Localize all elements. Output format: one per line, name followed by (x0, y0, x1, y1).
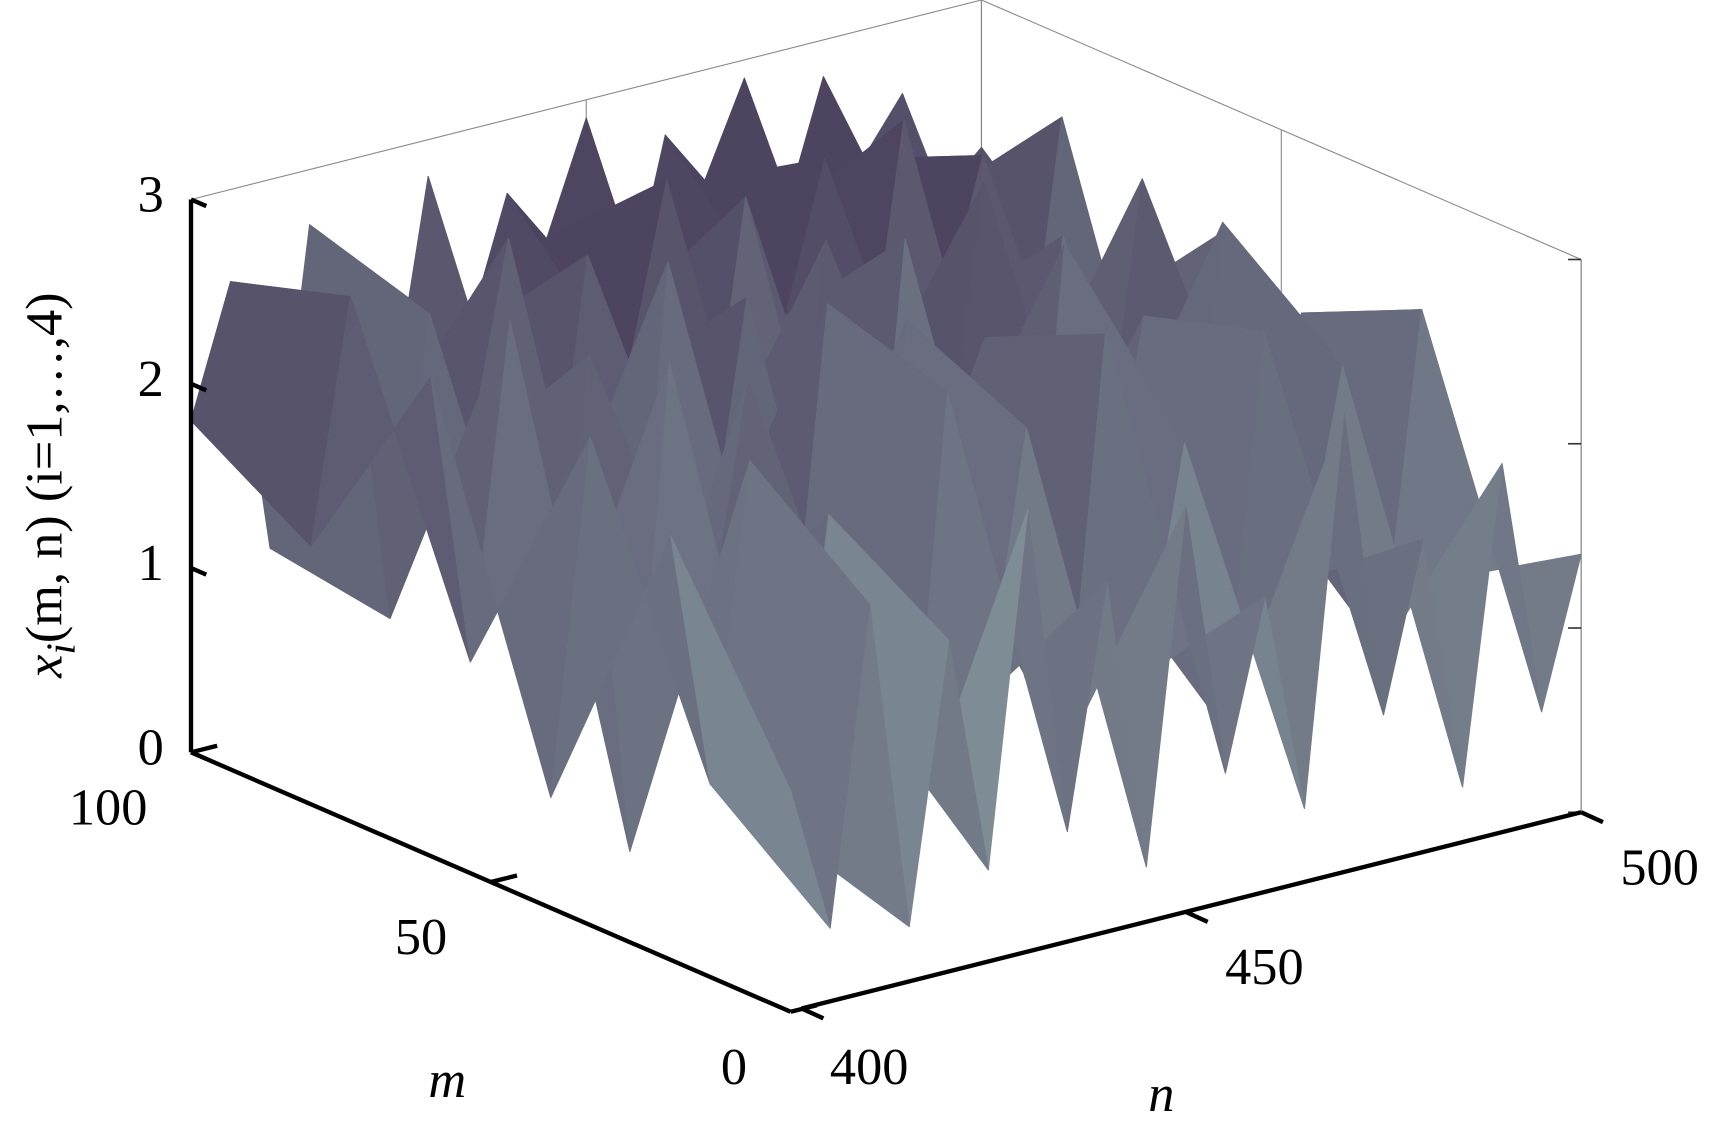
z-label-part: (m, n) (i=1,…,4) (15, 292, 73, 643)
x-tick-label: 400 (830, 1038, 909, 1096)
z-tick-label: 0 (138, 718, 164, 776)
y-tick (190, 743, 218, 755)
z-tick-label: 3 (138, 166, 164, 224)
y-tick-label: 50 (395, 908, 447, 966)
z-tick (190, 566, 208, 577)
x-tick (800, 1006, 825, 1021)
z-label-part: x (15, 655, 73, 679)
y-tick (490, 873, 518, 885)
z-tick (190, 197, 208, 209)
y-axis-label: m (428, 1051, 466, 1109)
y-axis (190, 750, 792, 1014)
x-tick (1580, 810, 1604, 825)
x-axis-label: n (1148, 1065, 1174, 1123)
z-tick (190, 381, 208, 393)
z-label-sub: i (37, 643, 83, 655)
surface (190, 76, 1582, 929)
y-tick-label: 0 (721, 1038, 747, 1096)
x-tick-label: 450 (1225, 938, 1304, 996)
x-axis (801, 810, 1582, 1011)
z-tick-label: 2 (138, 350, 164, 408)
y-tick-label: 100 (69, 778, 148, 836)
x-tick (1185, 910, 1209, 924)
x-tick-label: 500 (1620, 838, 1698, 896)
surface-patch (670, 535, 831, 929)
z-tick-label: 1 (138, 534, 164, 592)
z-axis-label: xi(m, n) (i=1,…,4) (15, 292, 83, 678)
axes: 0 1 2 3 0 50 100 400 450 500 (69, 166, 1699, 1096)
